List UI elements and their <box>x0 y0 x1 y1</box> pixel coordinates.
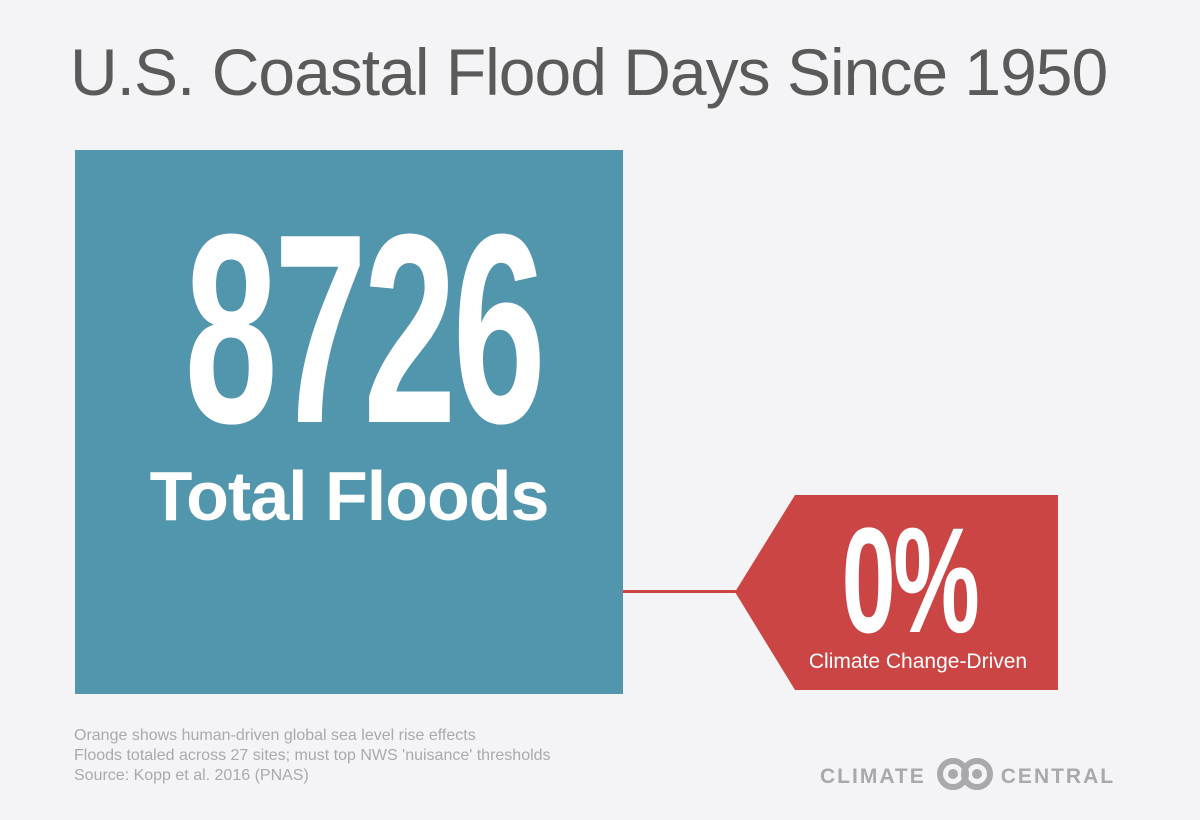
logo-text-right: CENTRAL <box>1000 765 1116 788</box>
page-title: U.S. Coastal Flood Days Since 1950 <box>70 35 1108 109</box>
source-line: Source: Kopp et al. 2016 (PNAS) <box>74 766 309 784</box>
climate-change-tag <box>735 495 1058 690</box>
total-floods-number: 8726 <box>75 195 623 465</box>
total-floods-box <box>75 150 623 694</box>
total-floods-content: 8726 Total Floods <box>75 0 623 820</box>
interlocking-rings-icon <box>934 757 996 797</box>
climate-central-logo: CLIMATE CENTRAL <box>820 757 1120 797</box>
footnote-line: Orange shows human-driven global sea lev… <box>74 727 476 744</box>
tag-shape <box>735 495 1058 690</box>
climate-change-percent-text: 0% <box>841 496 979 664</box>
footnote-line: Floods totaled across 27 sites; must top… <box>74 746 551 764</box>
total-floods-label: Total Floods <box>149 457 550 535</box>
logo-text-left: CLIMATE <box>820 765 926 788</box>
climate-change-label: Climate Change-Driven <box>808 650 1028 673</box>
footnotes: Orange shows human-driven global sea lev… <box>74 726 674 785</box>
total-floods-number-text: 8726 <box>184 179 546 480</box>
climate-change-percent: 0% <box>0 505 1058 655</box>
connector-line <box>623 590 737 593</box>
